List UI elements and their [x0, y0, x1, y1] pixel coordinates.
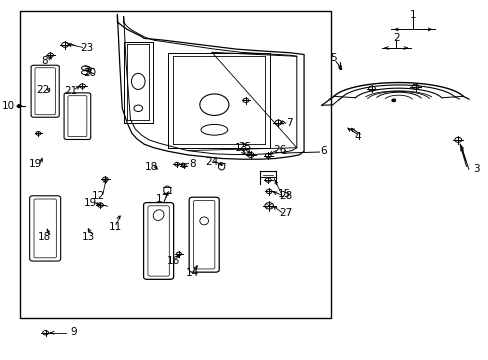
Text: 2: 2 [392, 33, 399, 43]
Text: 20: 20 [83, 68, 96, 78]
Text: 16: 16 [166, 256, 180, 266]
Text: 13: 13 [234, 143, 247, 153]
Text: 18: 18 [144, 162, 158, 172]
Text: 25: 25 [238, 142, 251, 152]
Text: 10: 10 [2, 102, 15, 112]
Text: 14: 14 [185, 268, 199, 278]
Text: 22: 22 [37, 85, 50, 95]
Bar [20, 12, 330, 318]
Text: 3: 3 [472, 164, 479, 174]
Text: 17: 17 [155, 194, 168, 204]
Text: 11: 11 [108, 222, 122, 232]
Circle shape [17, 105, 21, 108]
Text: 1: 1 [409, 10, 416, 20]
Text: 13: 13 [81, 232, 95, 242]
Text: 28: 28 [279, 191, 292, 201]
Text: 18: 18 [38, 232, 51, 242]
Text: 7: 7 [285, 118, 292, 128]
Text: 24: 24 [205, 157, 218, 167]
Text: 8: 8 [189, 159, 196, 169]
Text: 19: 19 [28, 159, 41, 169]
Text: 19: 19 [84, 198, 97, 208]
Text: 5: 5 [329, 53, 336, 63]
Text: 8: 8 [41, 56, 48, 66]
Text: 15: 15 [278, 189, 291, 199]
Text: 12: 12 [91, 191, 104, 201]
Circle shape [391, 99, 395, 102]
Text: 6: 6 [320, 146, 326, 156]
Text: 21: 21 [64, 86, 78, 96]
Text: 23: 23 [80, 43, 93, 53]
Text: 9: 9 [70, 327, 77, 337]
Text: 27: 27 [279, 208, 292, 218]
Text: 4: 4 [353, 132, 360, 142]
Text: 26: 26 [273, 144, 286, 154]
